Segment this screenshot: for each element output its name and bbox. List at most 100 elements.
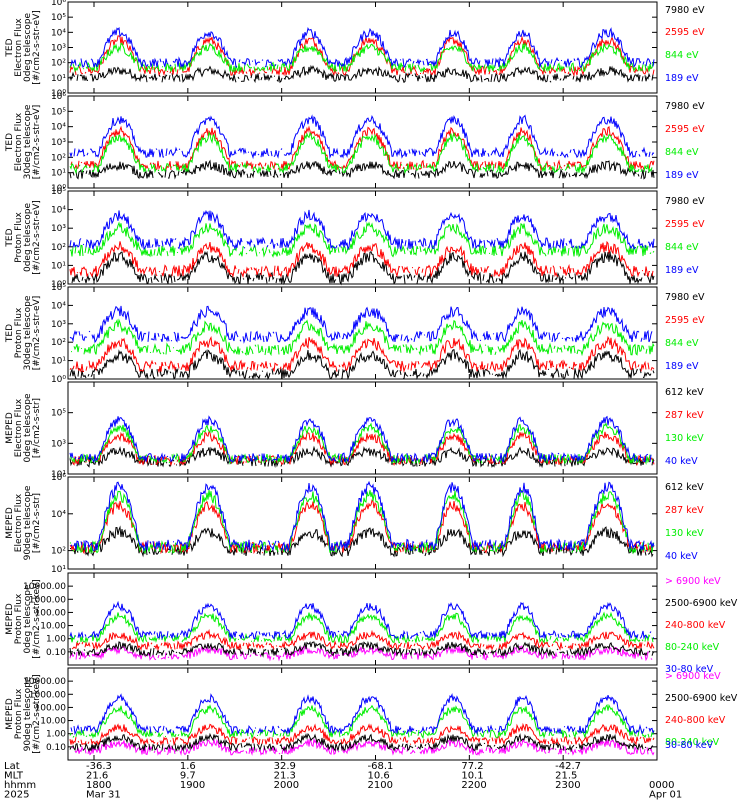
legend-entry: 189 eV [665, 170, 699, 181]
series-trace-black [69, 525, 654, 558]
series-trace-blue [69, 600, 655, 640]
series-trace-red [69, 335, 655, 374]
footer-row-label: MLT [4, 771, 24, 782]
series-trace-green [69, 42, 655, 74]
panel-5: 10¹ 10³ 10⁵ MEPED Electron Flux 0deg telescop… [5, 381, 704, 480]
panel-8: 0.10 1.00 10.00 100.00 1000.00 10000.00 MEPED P… [5, 667, 738, 761]
y-tick-label: 10.00 [40, 622, 66, 632]
legend-entry: 189 eV [665, 361, 699, 372]
y-axis-label-line: [#/cm2-s-str-eV] [32, 200, 42, 275]
footer-value: 2200 [461, 780, 486, 791]
y-tick-label: 10⁶ [51, 92, 66, 102]
footer-value: 1.6 [180, 761, 196, 772]
y-axis-label-line: MEPED [5, 412, 15, 444]
footer-value: 10.6 [368, 771, 390, 782]
legend-entry: > 6900 keV [665, 671, 721, 682]
legend-entry: 844 eV [665, 338, 699, 349]
series-trace-black [71, 250, 655, 286]
y-tick-label: 10² [51, 243, 66, 253]
footer-value: Apr 01 [649, 790, 682, 800]
legend-entry: 844 eV [665, 242, 699, 253]
panel-frame [67, 667, 658, 761]
y-axis-label-line: 0deg telescope [23, 13, 33, 83]
y-tick-label: 10⁰ [51, 280, 66, 290]
y-axis-label-line: Proton Flux [14, 212, 24, 263]
legend-entry: 189 eV [665, 73, 699, 84]
y-axis-label-line: TED [5, 133, 15, 152]
footer-value: 1800 [86, 780, 111, 791]
legend-entry: 2595 eV [665, 27, 705, 38]
y-axis-label-line: [#/cm2-s-str] [32, 398, 42, 458]
panel-7: 0.10 1.00 10.00 100.00 1000.00 10000.00 MEPED P… [5, 572, 738, 675]
legend-entry: 7980 eV [665, 101, 705, 112]
y-tick-label: 10² [51, 338, 66, 348]
y-tick-label: 10³ [51, 44, 66, 54]
legend-entry: 40 keV [665, 551, 698, 562]
legend-entry: 287 keV [665, 505, 704, 516]
y-axis-label-line: 0deg telescope [23, 203, 33, 273]
footer-value: 1900 [180, 780, 205, 791]
y-tick-label: 10³ [51, 138, 66, 148]
y-axis-label-line: [#/cm2-s-str-keV] [32, 579, 42, 658]
footer-value: -36.3 [86, 761, 112, 772]
series-trace-black [69, 349, 655, 381]
legend-entry: > 6900 keV [665, 576, 721, 587]
y-tick-label: 10² [51, 59, 66, 69]
y-tick-label: 10³ [51, 224, 66, 234]
footer-value: 32.9 [274, 761, 296, 772]
y-axis-label-line: [#/cm2-s-str-eV] [32, 105, 42, 180]
y-axis-label-line: Proton Flux [14, 593, 24, 644]
y-tick-label: 10⁵ [51, 409, 66, 419]
y-tick-label: 100.00 [35, 703, 67, 713]
footer-value: 2300 [555, 780, 580, 791]
y-axis-label-line: Proton Flux [14, 307, 24, 358]
y-axis-label-line: [#/cm2-s-str-eV] [32, 10, 42, 85]
legend-entry: 130 keV [665, 433, 704, 444]
legend-entry: 240-800 keV [665, 620, 726, 631]
series-trace-green [69, 221, 655, 258]
y-tick-label: 10¹ [51, 74, 66, 84]
legend-entry: 7980 eV [665, 5, 705, 16]
y-axis-label-line: MEPED [5, 507, 15, 539]
series-trace-black [69, 64, 654, 84]
y-tick-label: 10⁰ [51, 184, 66, 194]
series-trace-blue [70, 480, 655, 553]
y-axis-label-line: Proton Flux [14, 688, 24, 739]
footer-value: 21.5 [555, 771, 577, 782]
footer-value: 21.3 [274, 771, 296, 782]
y-tick-label: 10⁵ [51, 107, 66, 117]
y-axis-label-line: 0deg telescope [23, 584, 33, 654]
y-axis-label-line: MEPED [5, 603, 15, 635]
y-tick-label: 10⁴ [51, 123, 66, 133]
footer-value: 9.7 [180, 771, 196, 782]
y-tick-label: 10⁵ [51, 283, 66, 293]
series-trace-blue [70, 306, 654, 342]
y-tick-label: 1000.00 [29, 595, 66, 605]
y-tick-label: 10⁴ [51, 206, 66, 216]
legend-entry: 80-240 keV [665, 737, 720, 748]
panel-frame [67, 286, 658, 380]
y-tick-label: 10⁰ [51, 375, 66, 385]
y-axis-label-line: TED [5, 228, 15, 247]
y-tick-label: 10¹ [51, 470, 66, 480]
y-tick-label: 10⁵ [51, 13, 66, 23]
legend-entry: 844 eV [665, 50, 699, 61]
y-axis-label-line: Electron Flux [14, 493, 24, 552]
y-axis-label-line: MEPED [5, 698, 15, 730]
y-axis-label-line: TED [5, 324, 15, 343]
y-axis-label-line: Electron Flux [14, 112, 24, 171]
y-axis-label-line: Electron Flux [14, 398, 24, 457]
y-axis-label-line: 0deg telescope [23, 393, 33, 463]
panel-4: 10⁰ 10¹ 10² 10³ 10⁴ 10⁵ TED Proton Flux 30deg te… [5, 283, 705, 385]
panel-2: 10⁰ 10¹ 10² 10³ 10⁴ 10⁵ 10⁶ TED Electron Flux 30d… [5, 92, 705, 194]
legend-entry: 30-80 keV [665, 664, 714, 675]
series-trace-red [69, 35, 655, 77]
y-tick-label: 10⁶ [51, 0, 66, 8]
legend-entry: 287 keV [665, 410, 704, 421]
y-axis-label-line: 90deg telescope [23, 485, 33, 560]
footer-value: 21.6 [86, 771, 108, 782]
footer-row-label: 2025 [4, 790, 29, 800]
series-trace-blue [69, 415, 655, 464]
y-tick-label: 0.10 [46, 648, 66, 658]
